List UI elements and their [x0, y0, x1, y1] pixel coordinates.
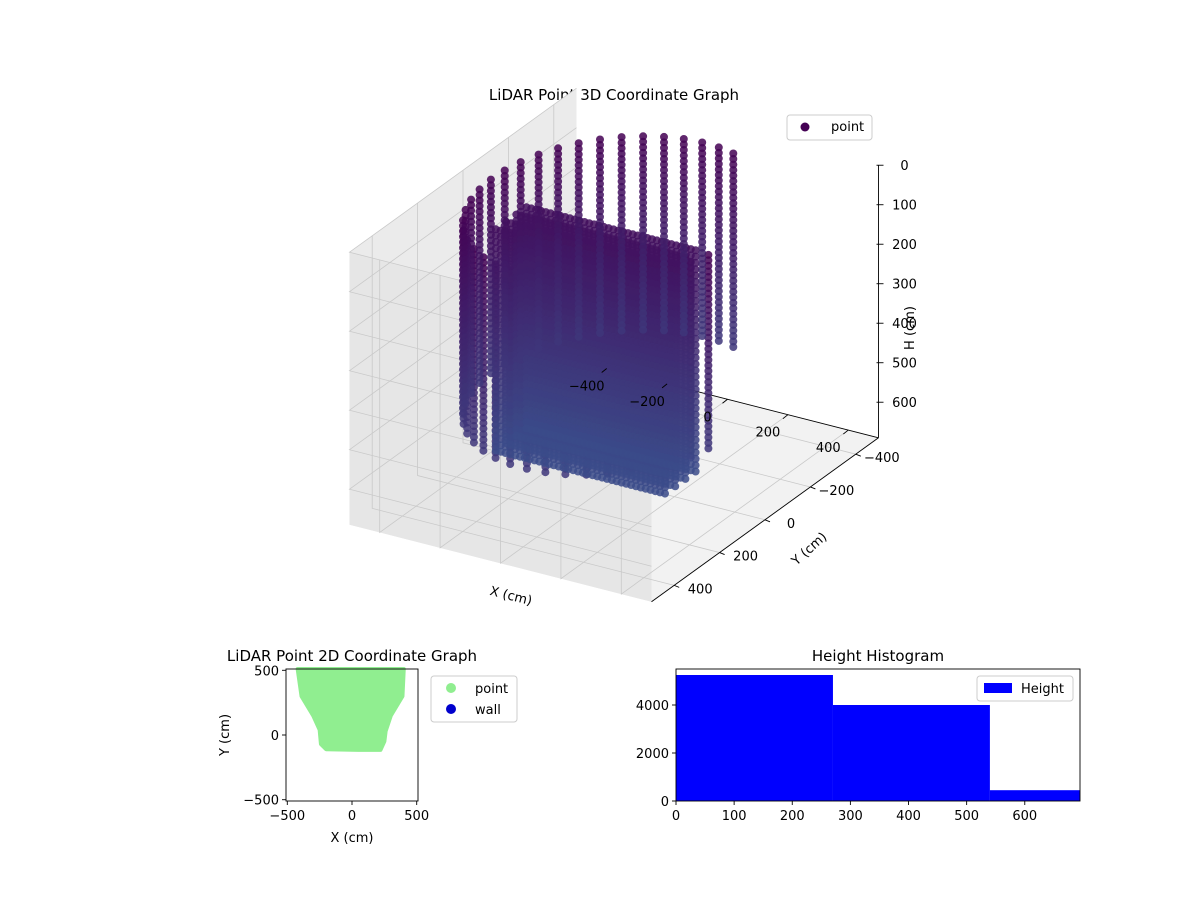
data-point-3d [459, 410, 467, 418]
data-point-3d [463, 430, 471, 438]
data-point-3d [467, 389, 475, 397]
chart-3d: LiDAR Point 3D Coordinate Graph −400−200… [350, 86, 919, 609]
data-point-3d [704, 444, 712, 452]
chart-3d-points [459, 132, 737, 497]
data-point-3d [460, 420, 468, 428]
data-point-3d [479, 447, 487, 455]
data-point-3d [470, 439, 478, 447]
data-point-3d [541, 468, 549, 476]
data-point-3d [501, 360, 509, 368]
data-point-3d [506, 460, 514, 468]
data-point-3d [523, 465, 531, 473]
data-point-3d [476, 379, 484, 387]
data-point-3d [462, 400, 470, 408]
data-point-3d [661, 490, 669, 498]
data-point-3d [487, 369, 495, 377]
data-point-3d [671, 482, 679, 490]
data-point-3d [492, 454, 500, 462]
chart-3d-title: LiDAR Point 3D Coordinate Graph [489, 86, 739, 104]
data-point-3d [681, 475, 689, 483]
